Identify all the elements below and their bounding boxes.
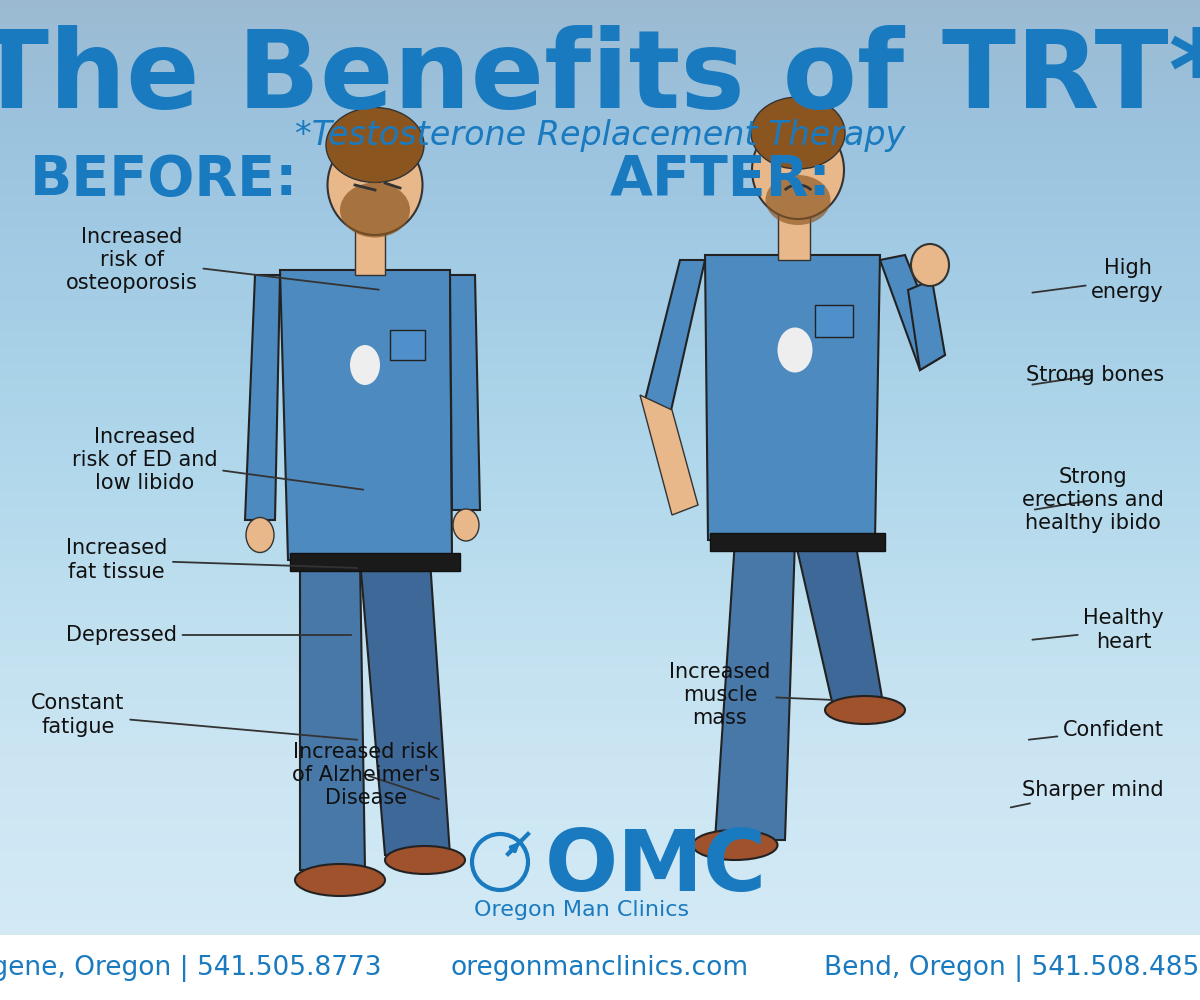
Ellipse shape <box>766 175 830 225</box>
Text: Healthy
heart: Healthy heart <box>1032 608 1164 652</box>
Polygon shape <box>640 395 698 515</box>
Text: Bend, Oregon | 541.508.4858: Bend, Oregon | 541.508.4858 <box>824 954 1200 982</box>
Ellipse shape <box>692 830 778 860</box>
Text: Eugene, Oregon | 541.505.8773: Eugene, Oregon | 541.505.8773 <box>0 954 382 982</box>
Ellipse shape <box>454 509 479 541</box>
Text: Increased
fat tissue: Increased fat tissue <box>66 538 358 582</box>
Text: Increased
risk of
osteoporosis: Increased risk of osteoporosis <box>66 227 379 293</box>
Text: Strong bones: Strong bones <box>1026 365 1164 385</box>
Text: Increased
muscle
mass: Increased muscle mass <box>670 662 832 728</box>
Ellipse shape <box>246 518 274 552</box>
Text: *Testosterone Replacement Therapy: *Testosterone Replacement Therapy <box>295 118 905 151</box>
Bar <box>815 305 853 337</box>
Polygon shape <box>360 560 450 855</box>
Polygon shape <box>646 400 695 510</box>
Text: Depressed: Depressed <box>66 625 352 645</box>
Polygon shape <box>796 540 886 715</box>
Polygon shape <box>300 560 365 870</box>
Ellipse shape <box>911 244 949 286</box>
Polygon shape <box>706 255 880 540</box>
Bar <box>0 935 1200 1000</box>
Ellipse shape <box>328 135 422 235</box>
Ellipse shape <box>340 182 410 237</box>
Polygon shape <box>646 260 706 415</box>
Ellipse shape <box>326 107 424 182</box>
Text: Increased
risk of ED and
low libido: Increased risk of ED and low libido <box>72 427 364 493</box>
Polygon shape <box>450 275 480 510</box>
Text: Strong
erections and
healthy ibido: Strong erections and healthy ibido <box>1022 467 1164 533</box>
Text: Increased risk
of Alzheimer's
Disease: Increased risk of Alzheimer's Disease <box>292 742 440 808</box>
Polygon shape <box>908 280 946 370</box>
Ellipse shape <box>778 328 812 372</box>
Polygon shape <box>245 275 280 520</box>
Text: oregonmanclinics.com: oregonmanclinics.com <box>451 955 749 981</box>
Ellipse shape <box>752 121 844 219</box>
Ellipse shape <box>751 97 845 169</box>
Polygon shape <box>880 255 946 370</box>
Ellipse shape <box>385 846 466 874</box>
Bar <box>710 533 886 551</box>
Text: AFTER:: AFTER: <box>610 153 832 207</box>
Bar <box>778 210 810 260</box>
Bar <box>355 225 385 275</box>
Text: Confident: Confident <box>1028 720 1164 740</box>
Bar <box>390 330 425 360</box>
Ellipse shape <box>350 345 380 385</box>
Text: Oregon Man Clinics: Oregon Man Clinics <box>474 900 690 920</box>
Bar <box>290 553 460 571</box>
Ellipse shape <box>295 864 385 896</box>
Polygon shape <box>715 540 796 840</box>
Polygon shape <box>280 270 452 560</box>
Text: Sharper mind: Sharper mind <box>1010 780 1164 807</box>
Text: BEFORE:: BEFORE: <box>30 153 299 207</box>
Text: Constant
fatigue: Constant fatigue <box>31 693 358 740</box>
Ellipse shape <box>826 696 905 724</box>
Text: The Benefits of TRT*: The Benefits of TRT* <box>0 25 1200 131</box>
Text: OMC: OMC <box>545 826 767 908</box>
Text: High
energy: High energy <box>1032 258 1164 302</box>
